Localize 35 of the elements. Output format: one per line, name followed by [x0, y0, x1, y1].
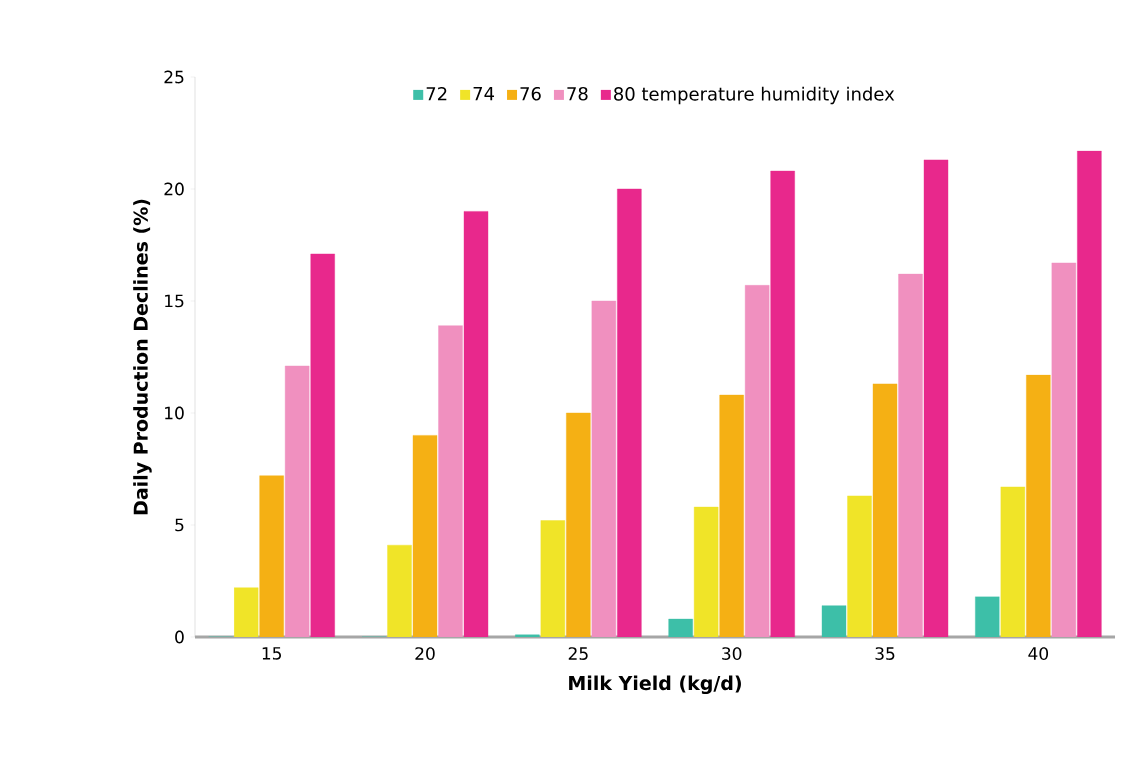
- x-tick-label: 30: [722, 647, 742, 660]
- x-tick-label: 40: [1028, 647, 1049, 660]
- bar: [821, 605, 847, 637]
- bar: [1026, 374, 1051, 637]
- y-tick-label: 0: [175, 630, 184, 644]
- bar: [412, 435, 438, 637]
- legend-label: 72: [426, 86, 447, 101]
- bar: [923, 159, 949, 637]
- y-axis-title: Daily Production Declines (%): [133, 199, 152, 515]
- bar: [463, 211, 489, 637]
- bar: [668, 618, 693, 637]
- legend-label: 74: [473, 87, 495, 101]
- bar: [259, 475, 284, 637]
- y-tick-label: 15: [165, 294, 184, 308]
- y-tick-label: 5: [175, 518, 184, 532]
- legend-label: 78: [567, 86, 588, 101]
- x-tick-label: 25: [568, 647, 588, 660]
- bar: [310, 253, 335, 637]
- bar: [515, 634, 540, 637]
- bar: [770, 170, 795, 637]
- bar: [617, 188, 642, 637]
- x-tick-label: 20: [415, 647, 435, 660]
- x-axis-title: Milk Yield (kg/d): [569, 675, 741, 695]
- y-tick-label: 10: [165, 406, 184, 420]
- y-tick-label: 20: [164, 182, 184, 196]
- bar: [1077, 150, 1102, 637]
- x-tick-label: 15: [262, 647, 281, 660]
- bar: [872, 383, 898, 637]
- x-tick-label: 35: [875, 647, 895, 660]
- legend-label: 80 temperature humidity index: [614, 86, 895, 105]
- bar: [566, 412, 591, 637]
- y-tick-label: 25: [164, 70, 184, 84]
- bar: [719, 394, 744, 637]
- bar: [975, 596, 1000, 637]
- legend-label: 76: [520, 86, 541, 101]
